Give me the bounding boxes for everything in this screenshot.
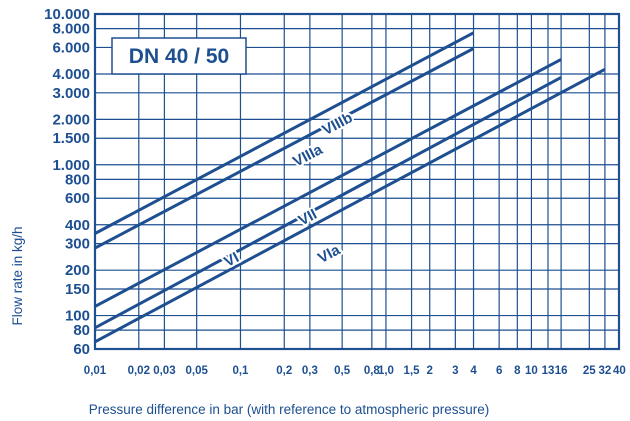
x-tick-label-13: 4 [470, 365, 477, 377]
x-tick-label-14: 6 [496, 365, 502, 377]
y-tick-label-8: 800 [65, 171, 90, 188]
y-tick-label-4: 200 [65, 262, 90, 279]
x-tick-label-1: 0,02 [128, 365, 150, 377]
y-tick-label-12: 3.000 [52, 85, 90, 102]
y-tick-label-3: 150 [65, 281, 90, 298]
series-label-vi: VI [221, 249, 242, 271]
title-box: DN 40 / 50 [111, 37, 247, 75]
x-tick-label-8: 0,8 [364, 365, 381, 377]
y-tick-label-15: 8.000 [52, 21, 90, 38]
x-axis-title: Pressure difference in bar (with referen… [89, 402, 489, 417]
series-line-viiib [94, 31, 475, 235]
y-tick-label-7: 600 [65, 190, 90, 207]
x-tick-label-11: 2 [427, 365, 433, 377]
x-tick-label-15: 8 [514, 365, 521, 377]
x-tick-label-21: 40 [613, 365, 626, 377]
series-label-viiia: VIIIa [290, 141, 326, 171]
x-tick-label-16: 10 [525, 365, 538, 377]
y-tick-label-16: 10.000 [44, 6, 90, 23]
x-tick-label-0: 0,01 [84, 365, 107, 377]
x-tick-label-6: 0,3 [302, 365, 318, 377]
x-tick-label-18: 16 [555, 365, 568, 377]
y-tick-label-9: 1.000 [52, 157, 90, 174]
chart-title: DN 40 / 50 [129, 45, 229, 68]
series-line-vi [94, 76, 562, 330]
series-line-vii [94, 58, 562, 308]
y-tick-label-11: 2.000 [52, 111, 90, 128]
y-tick-label-10: 1.500 [52, 130, 90, 147]
y-axis-title: Flow rate in kg/h [10, 226, 25, 325]
y-tick-label-6: 400 [65, 217, 90, 234]
y-tick-label-14: 6.000 [52, 39, 90, 56]
x-tick-label-20: 32 [599, 365, 612, 377]
series-label-via: VIa [315, 241, 343, 267]
grid [93, 12, 621, 351]
x-tick-label-9: 1,0 [378, 365, 394, 377]
x-tick-label-3: 0,05 [185, 365, 208, 377]
plot-frame [93, 12, 621, 351]
series-lines [94, 31, 606, 344]
x-tick-label-19: 25 [583, 365, 596, 377]
y-tick-label-5: 300 [65, 236, 90, 253]
y-tick-label-0: 60 [73, 341, 90, 358]
series-line-via [94, 67, 606, 344]
x-tick-label-4: 0,1 [232, 365, 249, 377]
y-tick-label-13: 4.000 [52, 66, 90, 83]
x-tick-label-5: 0,2 [276, 365, 292, 377]
x-tick-label-10: 1,5 [404, 365, 421, 377]
y-tick-label-1: 80 [73, 322, 90, 339]
series-line-viiia [94, 47, 475, 250]
x-tick-label-2: 0,03 [153, 365, 175, 377]
x-tick-label-17: 13 [542, 365, 555, 377]
x-tick-label-12: 3 [452, 365, 458, 377]
x-tick-labels: 0,01 0,02 0,03 0,05 0,1 0,2 0,3 0,5 0,81,0 1,5 2 3 4… [84, 365, 626, 377]
title-box-frame [111, 37, 247, 75]
y-tick-label-2: 100 [65, 308, 90, 325]
x-tick-label-7: 0,5 [334, 365, 351, 377]
